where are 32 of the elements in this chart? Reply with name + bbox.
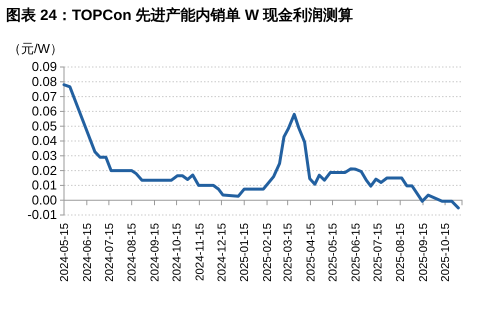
- y-tick-label: 0.05: [32, 118, 57, 134]
- x-tick-label: 2024-06-15: [82, 223, 94, 282]
- x-tick-label: 2024-09-15: [149, 223, 162, 282]
- x-tick-label: 2025-04-15: [305, 223, 318, 282]
- y-tick-label: 0.06: [32, 104, 57, 119]
- y-tick-label: 0.04: [32, 133, 57, 148]
- line-series: [62, 83, 460, 210]
- y-tick-label: 0.07: [32, 88, 57, 104]
- y-tick-label: 0.03: [32, 148, 57, 163]
- x-tick-label: 2025-06-15: [350, 223, 362, 282]
- y-tick-label: 0.00: [32, 192, 57, 208]
- x-tick-label: 2024-10-15: [172, 223, 184, 282]
- y-tick-label: 0.01: [32, 178, 57, 193]
- y-tick-label: 0.08: [32, 74, 57, 89]
- x-tick-label: 2024-07-15: [104, 223, 116, 282]
- x-tick-label: 2025-01-15: [239, 223, 252, 282]
- x-tick-label: 2025-10-15: [440, 223, 452, 282]
- x-tick-label: 2025-02-15: [262, 223, 274, 282]
- y-tick-label: 0.02: [32, 162, 57, 178]
- x-tick-label: 2024-05-15: [59, 223, 71, 282]
- x-tick-label: 2024-11-15: [194, 223, 206, 281]
- x-tick-label: 2025-07-15: [372, 223, 384, 282]
- x-tick-label: 2025-03-15: [282, 223, 295, 282]
- x-tick-label: 2025-09-15: [418, 223, 430, 282]
- y-tick-label: 0.09: [32, 59, 57, 74]
- y-axis-title: （元/W）: [8, 41, 63, 56]
- chart-title: 图表 24：TOPCon 先进产能内销单 W 现金利润测算: [6, 6, 354, 24]
- x-tick-label: 2024-12-15: [216, 223, 228, 282]
- y-tick-label: -0.01: [27, 207, 57, 222]
- x-tick-label: 2024-08-15: [126, 223, 139, 282]
- x-tick-label: 2025-05-15: [328, 223, 340, 282]
- x-tick-label: 2025-08-15: [395, 223, 408, 282]
